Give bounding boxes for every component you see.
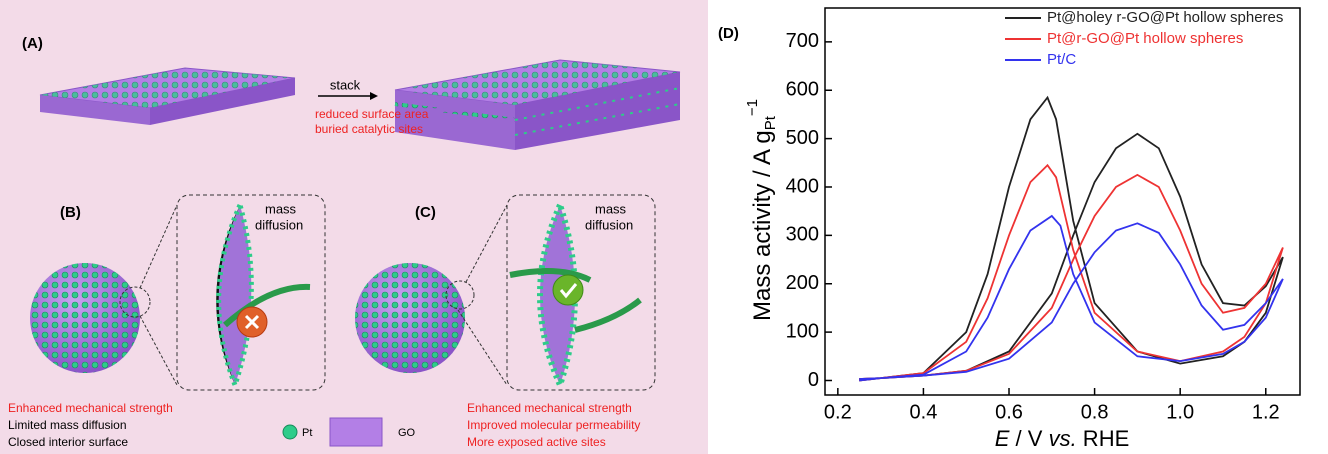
x-axis-label-part: vs.	[1049, 426, 1077, 451]
x-tick-label: 0.2	[824, 401, 852, 423]
x-tick-label: 1.0	[1166, 401, 1194, 423]
note: Limited mass diffusion	[8, 418, 127, 432]
legend-swatch	[330, 418, 382, 446]
x-axis-label: E / V vs. RHE	[995, 426, 1130, 451]
note: buried catalytic sites	[315, 122, 423, 136]
panel-label: (D)	[718, 25, 739, 42]
note: Closed interior surface	[8, 435, 128, 449]
zoom-label: mass	[265, 201, 297, 216]
zoom-label: diffusion	[585, 217, 633, 232]
y-tick-label: 600	[786, 79, 819, 101]
arrow-label: stack	[330, 77, 361, 92]
zoom-label: diffusion	[255, 217, 303, 232]
panel-label: (B)	[60, 204, 81, 221]
y-tick-label: 300	[786, 224, 819, 246]
y-tick-label: 100	[786, 320, 819, 342]
sphere-dots	[355, 263, 465, 373]
x-axis-label-part: E	[995, 426, 1010, 451]
legend-swatch	[283, 425, 297, 439]
legend-label: GO	[398, 427, 416, 439]
zoom-label: mass	[595, 201, 627, 216]
note: Enhanced mechanical strength	[467, 401, 632, 415]
y-tick-label: 400	[786, 175, 819, 197]
x-axis-label-part: RHE	[1077, 426, 1130, 451]
sphere-dots	[30, 263, 140, 373]
x-tick-label: 1.2	[1252, 401, 1280, 423]
x-tick-label: 0.8	[1081, 401, 1109, 423]
y-tick-label: 500	[786, 127, 819, 149]
note: Improved molecular permeability	[467, 418, 640, 432]
panel-label: (C)	[415, 204, 436, 221]
y-axis-label-sup: −1	[744, 99, 761, 116]
note: Enhanced mechanical strength	[8, 401, 173, 415]
figure: (A) (B) (C) stack reduced surface area b…	[0, 0, 1328, 454]
panel-label: (A)	[22, 35, 43, 52]
y-tick-label: 700	[786, 30, 819, 52]
x-tick-label: 0.4	[910, 401, 938, 423]
legend-label: Pt@holey r-GO@Pt hollow spheres	[1047, 9, 1283, 26]
x-tick-label: 0.6	[995, 401, 1023, 423]
y-tick-label: 200	[786, 272, 819, 294]
y-tick-label: 0	[808, 369, 819, 391]
data-line	[859, 165, 1283, 380]
legend-label: Pt/C	[1047, 51, 1076, 68]
x-axis-label-part: / V	[1009, 426, 1048, 451]
y-axis-label: Mass activity / A gPt−1	[744, 99, 779, 321]
note: reduced surface area	[315, 107, 429, 121]
pass-icon	[553, 275, 583, 305]
legend-label: Pt	[302, 427, 312, 439]
legend-label: Pt@r-GO@Pt hollow spheres	[1047, 30, 1243, 47]
note: More exposed active sites	[467, 435, 606, 449]
y-axis-label-main: Mass activity / A g	[749, 130, 776, 321]
y-axis-label-sub: Pt	[762, 115, 779, 130]
